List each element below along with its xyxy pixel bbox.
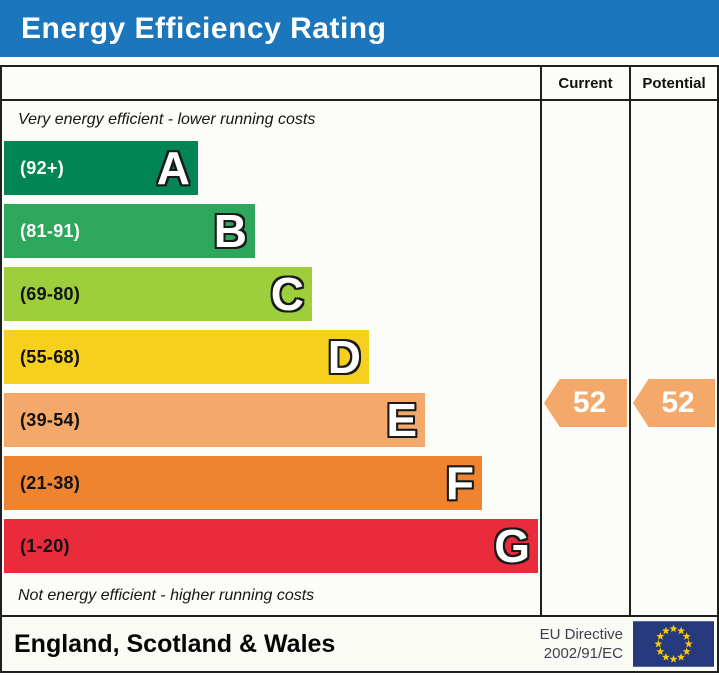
band-f-bar: (21-38) F <box>4 456 482 510</box>
band-row-g: (1-20) G <box>4 519 540 573</box>
top-note: Very energy efficient - lower running co… <box>18 111 316 128</box>
band-row-a: (92+) A <box>4 141 540 195</box>
epc-chart-frame: Current Potential Very energy efficient … <box>0 65 719 673</box>
band-list: (92+) A (81-91) B (69-80) C <box>4 141 540 582</box>
band-g-bar: (1-20) G <box>4 519 538 573</box>
current-rating-value: 52 <box>572 386 607 419</box>
current-column-header: Current <box>540 67 629 99</box>
chart-body: Very energy efficient - lower running co… <box>2 101 717 615</box>
eu-directive-line2: 2002/91/EC <box>543 645 623 662</box>
eu-directive-line1: EU Directive <box>539 625 623 643</box>
eu-flag-icon <box>633 621 714 667</box>
current-rating-arrow: 52 <box>544 379 627 427</box>
region-label: England, Scotland & Wales <box>14 629 336 658</box>
band-row-c: (69-80) C <box>4 267 540 321</box>
band-b-range: (81-91) <box>20 220 81 241</box>
band-e-range: (39-54) <box>20 409 81 430</box>
header-spacer <box>2 67 540 99</box>
current-column: 52 <box>540 101 629 615</box>
rating-scale-area: Very energy efficient - lower running co… <box>2 101 540 615</box>
title-bar: Energy Efficiency Rating <box>0 0 719 57</box>
band-f-letter: F <box>445 457 474 509</box>
band-a-letter: A <box>156 142 190 194</box>
band-row-b: (81-91) B <box>4 204 540 258</box>
band-c-letter: C <box>270 268 304 320</box>
band-d-range: (55-68) <box>20 346 81 367</box>
band-b-letter: B <box>213 205 247 257</box>
potential-rating-arrow: 52 <box>633 379 715 427</box>
potential-column: 52 <box>629 101 717 615</box>
band-row-d: (55-68) D <box>4 330 540 384</box>
band-c-bar: (69-80) C <box>4 267 312 321</box>
band-a-bar: (92+) A <box>4 141 198 195</box>
band-row-e: (39-54) E <box>4 393 540 447</box>
band-g-letter: G <box>494 520 530 572</box>
bottom-note: Not energy efficient - higher running co… <box>18 587 315 604</box>
band-g-range: (1-20) <box>20 535 70 556</box>
band-e-bar: (39-54) E <box>4 393 425 447</box>
band-f-range: (21-38) <box>20 472 81 493</box>
footer: England, Scotland & Wales EU Directive 2… <box>2 615 717 671</box>
eu-directive-label: EU Directive 2002/91/EC <box>540 625 623 664</box>
potential-column-header: Potential <box>629 67 717 99</box>
potential-rating-value: 52 <box>661 386 695 419</box>
band-b-bar: (81-91) B <box>4 204 255 258</box>
band-a-range: (92+) <box>20 157 65 178</box>
band-row-f: (21-38) F <box>4 456 540 510</box>
band-e-letter: E <box>386 394 417 446</box>
column-header-row: Current Potential <box>2 67 717 101</box>
band-d-bar: (55-68) D <box>4 330 369 384</box>
band-d-letter: D <box>327 331 361 383</box>
page-title: Energy Efficiency Rating <box>21 11 387 45</box>
band-c-range: (69-80) <box>20 283 81 304</box>
